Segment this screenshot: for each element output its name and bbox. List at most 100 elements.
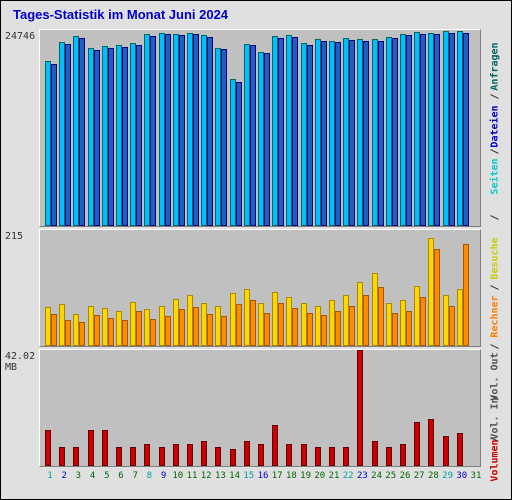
x-tick: 31 (471, 471, 482, 481)
x-tick: 19 (300, 471, 311, 481)
x-tick: 2 (61, 471, 66, 481)
bar (449, 33, 455, 226)
bar (349, 306, 355, 346)
bar (392, 313, 398, 346)
bar (221, 316, 227, 346)
x-tick: 18 (286, 471, 297, 481)
bar (136, 45, 142, 226)
x-tick: 30 (456, 471, 467, 481)
bars-bot (40, 350, 480, 466)
x-tick: 24 (371, 471, 382, 481)
bar (230, 449, 236, 466)
bar (193, 307, 199, 346)
bar (307, 45, 313, 226)
x-tick: 16 (258, 471, 269, 481)
bar (363, 295, 369, 346)
bar (463, 33, 469, 226)
x-tick: 12 (201, 471, 212, 481)
bar (272, 425, 278, 466)
x-tick: 3 (76, 471, 81, 481)
bar (165, 316, 171, 346)
bar (406, 35, 412, 226)
bar (51, 64, 57, 226)
bar (150, 36, 156, 226)
bar (201, 441, 207, 466)
bar (88, 430, 94, 466)
x-tick: 29 (442, 471, 453, 481)
bar (400, 444, 406, 466)
ylabel-bot: 42.02 MB (5, 351, 39, 373)
x-tick: 26 (400, 471, 411, 481)
bar (264, 53, 270, 226)
x-tick: 4 (90, 471, 95, 481)
x-tick: 8 (147, 471, 152, 481)
bar (108, 318, 114, 346)
bar (45, 430, 51, 466)
x-tick: 27 (414, 471, 425, 481)
bar (443, 436, 449, 466)
bar (434, 249, 440, 346)
bar (392, 38, 398, 226)
bar (173, 444, 179, 466)
bar (321, 315, 327, 346)
x-tick: 1 (47, 471, 52, 481)
panel-visits-hosts (39, 229, 481, 347)
bar (236, 304, 242, 346)
bar (292, 308, 298, 346)
bar (278, 303, 284, 346)
bar (179, 35, 185, 226)
bar (307, 313, 313, 346)
bar (144, 444, 150, 466)
bar (329, 447, 335, 466)
bar (65, 44, 71, 226)
bar (51, 314, 57, 346)
bar (130, 447, 136, 466)
bar (122, 320, 128, 346)
bar (79, 322, 85, 346)
bar (420, 297, 426, 346)
bar (372, 441, 378, 466)
bar (221, 49, 227, 226)
bar (159, 447, 165, 466)
bar (165, 34, 171, 226)
bar (406, 311, 412, 346)
bar (187, 444, 193, 466)
bar (349, 40, 355, 226)
x-tick: 10 (172, 471, 183, 481)
bar (463, 244, 469, 347)
bar (363, 41, 369, 226)
bar (65, 320, 71, 346)
bar (79, 38, 85, 227)
bar (335, 311, 341, 346)
bar (250, 300, 256, 346)
bar (122, 47, 128, 226)
bar (278, 38, 284, 227)
bar (179, 309, 185, 346)
bars-mid (40, 230, 480, 346)
x-tick: 21 (329, 471, 340, 481)
bar (59, 447, 65, 466)
ylabel-top: 24746 (5, 31, 35, 42)
bar (136, 311, 142, 346)
x-tick: 17 (272, 471, 283, 481)
x-axis: 1234567891011121314151617181920212223242… (39, 469, 481, 487)
x-tick: 20 (314, 471, 325, 481)
bar (94, 50, 100, 226)
bar (108, 48, 114, 226)
bar (378, 287, 384, 346)
bar (457, 433, 463, 466)
bar (116, 447, 122, 466)
bar (386, 447, 392, 466)
x-tick: 25 (385, 471, 396, 481)
bar (335, 42, 341, 226)
bar (420, 34, 426, 226)
bar (357, 350, 363, 466)
bar (343, 447, 349, 466)
bar (207, 314, 213, 346)
bar (428, 419, 434, 466)
bar (207, 37, 213, 226)
bars-top (40, 30, 480, 226)
x-tick: 15 (243, 471, 254, 481)
bar (215, 447, 221, 466)
bar (378, 41, 384, 226)
